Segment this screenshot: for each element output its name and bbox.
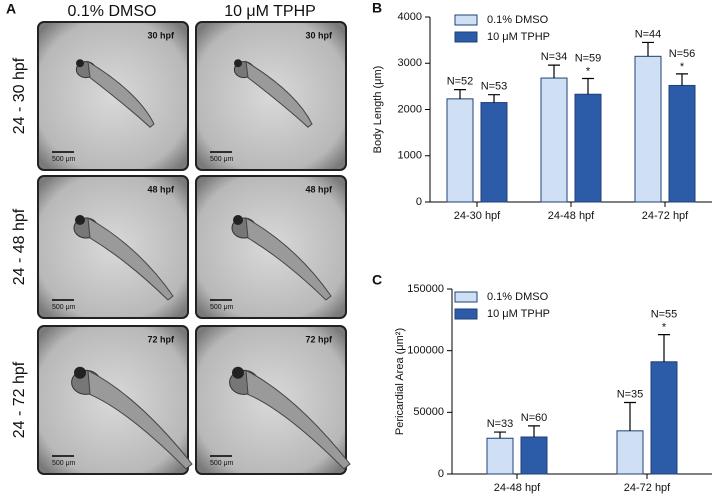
scale-bar-label: 500 μm [210,156,234,163]
y-tick-label: 0 [438,468,444,480]
stage-label: 48 hpf [147,184,175,194]
bar [634,55,662,203]
error-bar [676,73,688,86]
error-bar [658,334,670,362]
fish-eye [234,59,242,68]
stage-label: 48 hpf [305,184,333,194]
bar [650,361,678,475]
bar [668,84,696,203]
column-header: 10 μM TPHP [224,3,316,20]
legend-label: 10 μM TPHP [487,308,550,320]
error-bar [624,401,636,431]
error-bar [582,77,594,95]
y-axis-label: Body Length (μm) [372,66,384,154]
error-bar [528,425,540,437]
y-tick-label: 0 [416,196,422,208]
fish-eye [75,215,85,225]
fish-body [245,217,332,301]
scale-bar-label: 500 μm [52,304,76,311]
panel-label: A [6,1,16,17]
bar [616,430,644,475]
significance-marker: * [680,61,685,73]
n-label: N=33 [487,418,514,430]
fish-eye [74,366,86,379]
y-tick-label: 1000 [398,150,422,162]
fish-body [245,60,313,128]
stage-label: 72 hpf [147,334,175,344]
y-tick-label: 3000 [398,57,422,69]
scale-bar-label: 500 μm [52,460,76,467]
panel-label: C [372,272,382,288]
legend-swatch [454,291,478,303]
bar [486,437,514,475]
error-bar [494,431,506,439]
x-tick-label: 24-48 hpf [548,210,595,222]
scale-bar-label: 500 μm [52,156,76,163]
fish-body [87,369,193,470]
stage-label: 72 hpf [305,334,333,344]
legend-label: 10 μM TPHP [487,31,550,43]
n-label: N=34 [541,51,568,63]
n-label: N=44 [635,28,662,40]
x-tick-label: 24-30 hpf [454,210,501,222]
error-bar [642,41,654,57]
stage-label: 30 hpf [147,30,175,40]
x-tick-label: 24-48 hpf [494,482,541,494]
row-label: 24 - 72 hpf [11,361,28,438]
n-label: N=59 [575,52,602,64]
y-tick-label: 2000 [398,103,422,115]
n-label: N=55 [651,309,678,321]
fish-eye [76,59,84,68]
panel-label: B [372,0,382,16]
fish-body [245,369,351,470]
bar [480,102,508,203]
fish-body [87,217,174,301]
fish-eye [232,366,244,379]
legend-label: 0.1% DMSO [487,14,549,26]
n-label: N=52 [447,76,474,88]
error-bar [548,64,560,79]
x-tick-label: 24-72 hpf [624,482,671,494]
n-label: N=60 [521,412,548,424]
error-bar [488,94,500,103]
y-tick-label: 4000 [398,11,422,23]
n-label: N=53 [481,81,508,93]
stage-label: 30 hpf [305,30,333,40]
legend-swatch [454,308,478,320]
legend-swatch [454,31,478,43]
x-tick-label: 24-72 hpf [642,210,689,222]
n-label: N=56 [669,48,696,60]
bar [446,98,474,203]
y-tick-label: 50000 [413,406,444,418]
fish-eye [233,215,243,225]
error-bar [454,89,466,99]
n-label: N=35 [617,388,644,400]
row-label: 24 - 48 hpf [11,208,28,285]
bar [574,93,602,203]
y-axis-label: Pericardial Area (μm²) [394,328,406,435]
significance-marker: * [586,65,591,77]
column-header: 0.1% DMSO [68,3,157,20]
significance-marker: * [662,322,667,334]
fish-body [87,60,155,128]
legend-swatch [454,14,478,26]
row-label: 24 - 30 hpf [11,57,28,134]
scale-bar-label: 500 μm [210,460,234,467]
y-tick-label: 150000 [407,283,444,295]
bar [520,436,548,475]
bar [540,77,568,203]
scale-bar-label: 500 μm [210,304,234,311]
y-tick-label: 100000 [407,345,444,357]
legend-label: 0.1% DMSO [487,291,549,303]
